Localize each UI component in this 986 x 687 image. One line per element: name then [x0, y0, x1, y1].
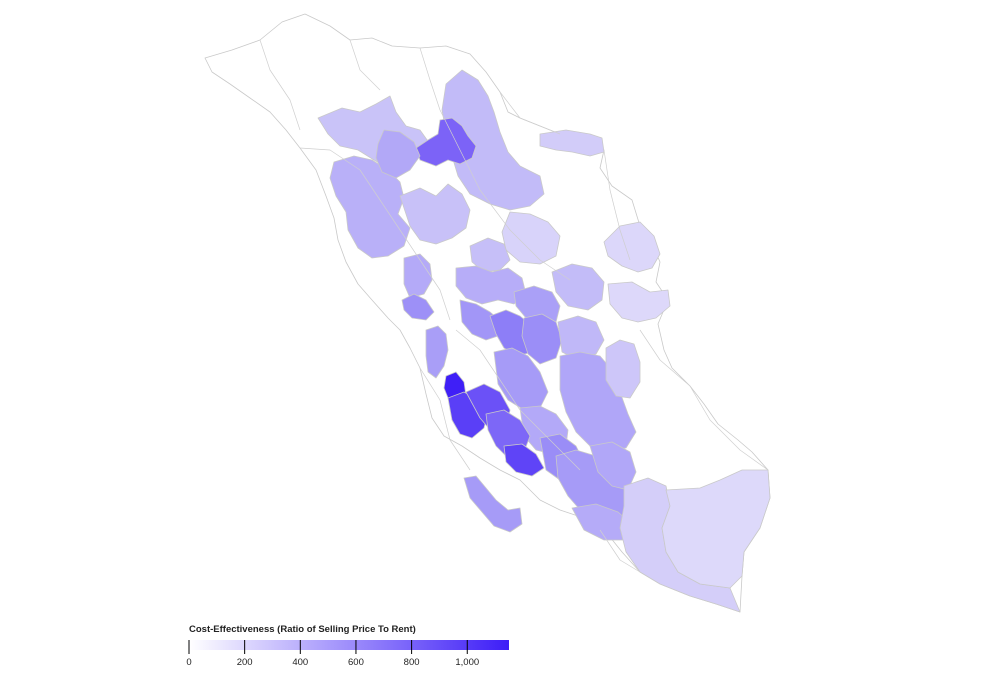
zip-boundaries: [259, 39, 769, 573]
legend-tick-label: 400: [292, 657, 309, 668]
zip-area: [425, 325, 449, 379]
zip-area: [607, 281, 671, 323]
zip-area: [605, 339, 641, 399]
legend-tick-label: 1,000: [455, 657, 480, 668]
zip-area: [503, 443, 545, 477]
zip-area: [401, 293, 435, 321]
legend-tick-label: 600: [348, 657, 364, 668]
zip-area: [661, 469, 771, 589]
legend: [188, 640, 509, 654]
zip-area: [557, 315, 605, 361]
legend-title: Cost-Effectiveness (Ratio of Selling Pri…: [189, 624, 416, 635]
zip-area: [559, 351, 637, 451]
zip-area: [469, 237, 511, 273]
legend-color-ramp: [189, 640, 509, 650]
zip-area: [589, 441, 637, 491]
legend-tick-label: 200: [236, 657, 253, 668]
legend-tick-label: 0: [186, 657, 192, 668]
zip-areas: [317, 69, 771, 613]
zip-area: [551, 263, 605, 311]
zip-area: [415, 117, 477, 167]
zip-area: [399, 183, 471, 245]
zip-area: [463, 475, 523, 533]
zip-area: [403, 253, 433, 299]
zip-area: [521, 313, 563, 365]
zip-area: [493, 347, 549, 411]
legend-tick-label: 800: [403, 657, 420, 668]
zip-area: [539, 129, 605, 157]
zip-area: [501, 211, 561, 265]
zip-area: [375, 129, 421, 179]
zip-area: [603, 221, 661, 273]
